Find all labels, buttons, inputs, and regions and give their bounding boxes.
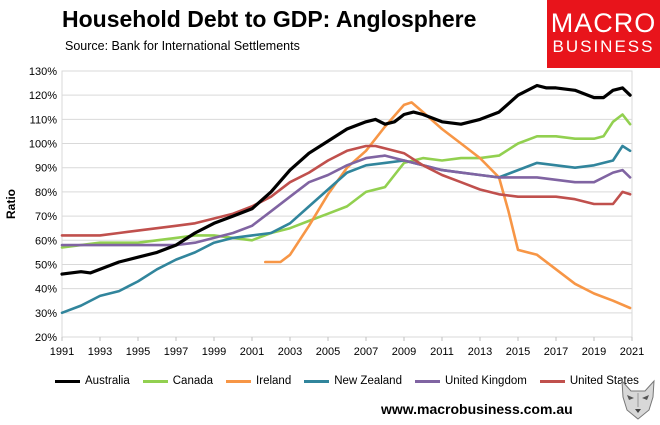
legend-item-canada: Canada [142, 375, 214, 387]
wolf-mascot-icon [621, 379, 655, 420]
legend-swatch [304, 379, 330, 383]
chart-title: Household Debt to GDP: Anglosphere [62, 6, 477, 32]
y-tick-label: 50% [35, 259, 57, 271]
series-line-australia [60, 83, 632, 276]
y-tick-label: 60% [35, 235, 57, 247]
x-tick-label: 2009 [392, 346, 416, 358]
y-tick-label: 90% [35, 163, 57, 175]
y-tick-label: 120% [29, 90, 57, 102]
x-tick-label: 2021 [620, 346, 644, 358]
x-tick-label: 2017 [544, 346, 568, 358]
chart-legend: Australia Canada Ireland New Zealand United … [55, 373, 652, 389]
x-tick-label: 2015 [506, 346, 530, 358]
legend-item-australia: Australia [55, 375, 130, 387]
y-tick-label: 100% [29, 139, 57, 151]
y-tick-label: 30% [35, 308, 57, 320]
x-tick-label: 1999 [202, 346, 226, 358]
logo-line-2: BUSINESS [552, 37, 655, 56]
legend-swatch [539, 379, 565, 383]
series-line-new-zealand [60, 144, 632, 315]
legend-label: United Kingdom [444, 375, 527, 387]
series-line-canada [60, 113, 632, 249]
x-tick-label: 2001 [240, 346, 264, 358]
legend-label: Ireland [256, 375, 292, 387]
legend-swatch [414, 379, 440, 383]
logo-line-1: MACRO [550, 8, 657, 38]
y-tick-label: 70% [35, 211, 57, 223]
y-tick-label: 130% [29, 66, 57, 78]
x-tick-label: 1997 [164, 346, 188, 358]
chart-source: Source: Bank for International Settlemen… [65, 39, 300, 53]
legend-swatch [142, 379, 168, 383]
x-tick-label: 2005 [316, 346, 340, 358]
x-tick-label: 2007 [354, 346, 378, 358]
series-line-ireland [263, 101, 632, 310]
x-tick-label: 2019 [582, 346, 606, 358]
legend-label: Australia [85, 375, 130, 387]
x-axis-ticks: 1991 1993 1995 1997 1999 2001 2003 2005 2007 2009… [50, 337, 644, 358]
y-tick-label: 110% [30, 114, 58, 126]
legend-swatch [55, 379, 80, 383]
macro-business-logo: MACRO BUSINESS [547, 0, 660, 68]
legend-label: Canada [172, 375, 214, 387]
x-tick-label: 2013 [468, 346, 492, 358]
legend-item-ireland: Ireland [226, 375, 291, 387]
x-tick-label: 1991 [50, 346, 74, 358]
website-url: www.macrobusiness.com.au [381, 401, 573, 417]
x-tick-label: 2003 [278, 346, 302, 358]
x-tick-label: 1993 [88, 346, 112, 358]
legend-item-new-zealand: New Zealand [304, 375, 402, 387]
legend-label: United States [569, 375, 639, 387]
y-tick-label: 80% [35, 187, 57, 199]
y-axis-ticks: 20% 30% 40% 50% 60% 70% 80% 90% 100% 110% 120% 130% [29, 66, 57, 344]
y-axis-label: Ratio [4, 189, 18, 219]
y-tick-label: 40% [35, 284, 57, 296]
x-tick-label: 2011 [430, 346, 454, 358]
x-tick-label: 1995 [126, 346, 150, 358]
plot-area [61, 70, 633, 338]
legend-label: New Zealand [334, 375, 402, 387]
legend-item-united-states: United States [539, 375, 639, 387]
y-tick-label: 20% [35, 332, 57, 344]
series-lines [60, 83, 632, 315]
legend-swatch [226, 379, 252, 383]
legend-item-united-kingdom: United Kingdom [414, 375, 527, 387]
series-line-united-states [60, 144, 632, 237]
series-line-united-kingdom [60, 154, 632, 247]
